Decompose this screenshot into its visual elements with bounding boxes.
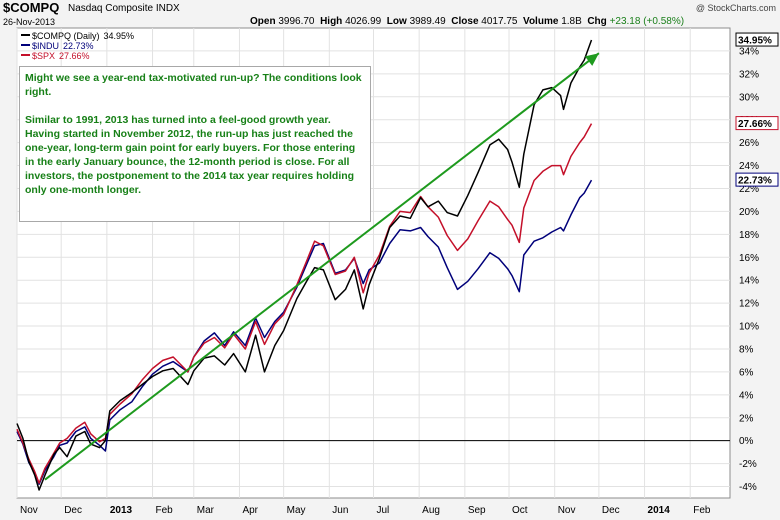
x-axis: Nov Dec 2013 Feb Mar Apr May Jun Jul Aug Sep Oct Nov… bbox=[20, 505, 711, 516]
annotation-box: Might we see a year-end tax-motivated ru… bbox=[19, 66, 371, 222]
legend-value-compq: 34.95% bbox=[104, 31, 135, 41]
y-tick-label: 4% bbox=[739, 390, 754, 401]
y-tick-label: 22% bbox=[739, 184, 759, 195]
y-tick-label: -2% bbox=[739, 459, 757, 470]
quote-line: Open 3996.70 High 4026.99 Low 3989.49 Cl… bbox=[250, 16, 684, 27]
legend-label-compq: $COMPQ (Daily) bbox=[32, 31, 100, 41]
low-value: 3989.49 bbox=[409, 16, 446, 27]
legend-label-spx: $SPX bbox=[32, 51, 55, 61]
chg-label: Chg bbox=[587, 16, 607, 27]
y-tick-label: 18% bbox=[739, 230, 759, 241]
index-name: Nasdaq Composite INDX bbox=[68, 3, 180, 14]
y-tick-label: 32% bbox=[739, 69, 759, 80]
series-line-spx bbox=[16, 123, 593, 484]
y-axis: -4% -2% 0% 2% 4% 6% 8% 10% 12% 14% 16% 18% 20% 22% 24%… bbox=[739, 46, 759, 493]
last-value-label-indu: 22.73% bbox=[738, 176, 772, 187]
y-tick-label: 26% bbox=[739, 138, 759, 149]
trendline-layer bbox=[44, 52, 600, 481]
y-tick-label: 30% bbox=[739, 92, 759, 103]
legend-value-indu: 22.73% bbox=[63, 41, 94, 51]
volume-label: Volume bbox=[523, 16, 559, 27]
last-value-label-spx: 27.66% bbox=[738, 119, 772, 130]
annotation-paragraph-1: Might we see a year-end tax-motivated ru… bbox=[25, 72, 362, 98]
x-tick-label: Aug bbox=[422, 505, 440, 516]
y-tick-label: 2% bbox=[739, 413, 754, 424]
x-tick-label: Dec bbox=[64, 505, 82, 516]
y-tick-label: 16% bbox=[739, 253, 759, 264]
y-tick-label: 0% bbox=[739, 436, 754, 447]
annotation-paragraph-2: Similar to 1991, 2013 has turned into a … bbox=[25, 114, 356, 196]
x-tick-label: Jun bbox=[332, 505, 348, 516]
y-tick-label: 12% bbox=[739, 299, 759, 310]
y-tick-label: -4% bbox=[739, 482, 757, 493]
last-value-badge-compq bbox=[735, 32, 779, 47]
x-tick-label: Nov bbox=[558, 505, 576, 516]
close-label: Close bbox=[451, 16, 479, 27]
open-label: Open bbox=[250, 16, 276, 27]
last-value-badge-spx bbox=[735, 116, 779, 131]
open-value: 3996.70 bbox=[278, 16, 315, 27]
ticker-symbol: $COMPQ bbox=[3, 0, 60, 15]
trendline bbox=[44, 52, 600, 481]
x-tick-label: May bbox=[287, 505, 306, 516]
x-tick-label: Oct bbox=[512, 505, 528, 516]
x-tick-label: Mar bbox=[197, 505, 215, 516]
legend: $COMPQ (Daily) 34.95% $INDU 22.73% $SPX 27.66… bbox=[21, 31, 134, 61]
legend-label-indu: $INDU bbox=[32, 41, 59, 51]
y-tick-label: 14% bbox=[739, 276, 759, 287]
volume-value: 1.8B bbox=[561, 16, 582, 27]
x-tick-label: Apr bbox=[242, 505, 258, 516]
chart-date: 26-Nov-2013 bbox=[3, 17, 56, 27]
y-tick-label: 8% bbox=[739, 344, 754, 355]
y-tick-label: 20% bbox=[739, 207, 759, 218]
y-tick-label: 34% bbox=[739, 46, 759, 57]
last-value-badge-indu bbox=[735, 172, 779, 187]
x-tick-label: Jul bbox=[377, 505, 390, 516]
legend-value-spx: 27.66% bbox=[59, 51, 90, 61]
low-label: Low bbox=[386, 16, 407, 27]
y-tick-label: 10% bbox=[739, 322, 759, 333]
last-value-badges: 34.95% 22.73% 27.66% bbox=[735, 32, 779, 187]
x-tick-label: Feb bbox=[156, 505, 174, 516]
high-value: 4026.99 bbox=[345, 16, 382, 27]
x-tick-label: 2014 bbox=[648, 505, 671, 516]
x-tick-label: Sep bbox=[468, 505, 486, 516]
close-value: 4017.75 bbox=[481, 16, 518, 27]
last-value-label-compq: 34.95% bbox=[738, 36, 772, 47]
high-label: High bbox=[320, 16, 343, 27]
x-tick-label: Nov bbox=[20, 505, 38, 516]
y-tick-label: 6% bbox=[739, 367, 754, 378]
x-tick-label: 2013 bbox=[110, 505, 133, 516]
chg-value: +23.18 (+0.58%) bbox=[609, 16, 685, 27]
trendline-arrowhead bbox=[584, 53, 599, 66]
x-tick-label: Dec bbox=[602, 505, 620, 516]
series-line-indu bbox=[16, 179, 593, 485]
y-tick-label: 24% bbox=[739, 161, 759, 172]
stockcharts-credit: @ StockCharts.com bbox=[695, 3, 776, 13]
x-tick-label: Feb bbox=[693, 505, 711, 516]
